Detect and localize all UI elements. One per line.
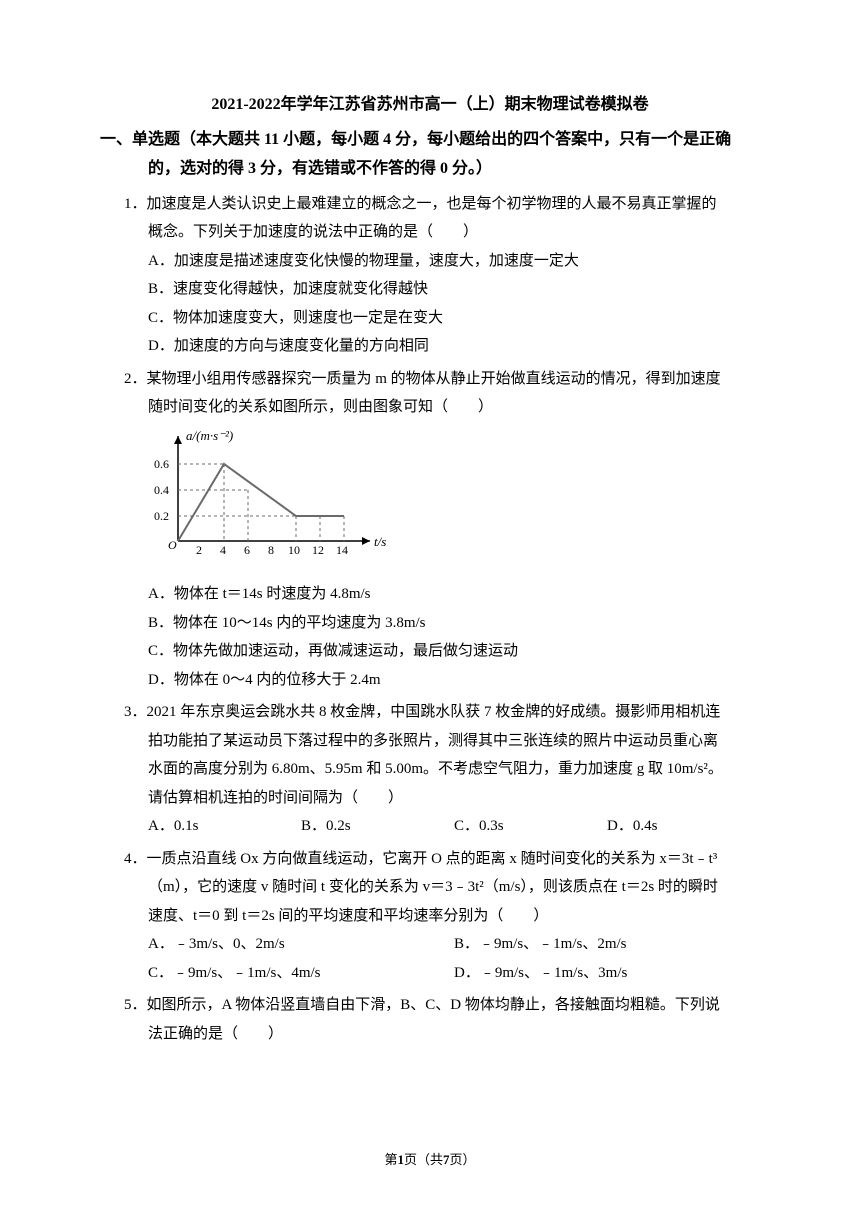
section-header: 一、单选题（本大题共 11 小题，每小题 4 分，每小题给出的四个答案中，只有一… [100,126,760,184]
q2-option-a: A．物体在 t＝14s 时速度为 4.8m/s [100,580,760,609]
y-tick: 0.6 [154,457,169,471]
q1-stem-line: 1．加速度是人类认识史上最难建立的概念之一，也是每个初学物理的人最不易真正掌握的 [100,190,760,219]
x-tick: 6 [244,543,250,557]
section-line1: 一、单选题（本大题共 11 小题，每小题 4 分，每小题给出的四个答案中，只有一… [100,126,760,155]
y-tick: 0.2 [154,509,169,523]
y-axis-label: a/(m·s⁻²) [186,428,233,443]
q1-stem-line: 概念。下列关于加速度的说法中正确的是（ ） [100,218,760,247]
q1-option-d: D．加速度的方向与速度变化量的方向相同 [100,332,760,361]
q4-option-d: D．﹣9m/s、﹣1m/s、3m/s [454,959,760,988]
q3-stem-line: 3．2021 年东京奥运会跳水共 8 枚金牌，中国跳水队获 7 枚金牌的好成绩。… [100,698,760,727]
q3-options: A．0.1s B．0.2s C．0.3s D．0.4s [100,812,760,841]
x-tick: 10 [288,543,300,557]
footer-suffix: 页） [450,1152,476,1167]
q3-option-c: C．0.3s [454,812,607,841]
q4-option-c: C．﹣9m/s、﹣1m/s、4m/s [148,959,454,988]
exam-title: 2021-2022年学年江苏省苏州市高一（上）期末物理试卷模拟卷 [100,90,760,114]
x-tick: 8 [268,543,274,557]
q4-options-row2: C．﹣9m/s、﹣1m/s、4m/s D．﹣9m/s、﹣1m/s、3m/s [100,959,760,988]
q1-option-c: C．物体加速度变大，则速度也一定是在变大 [100,304,760,333]
section-line2: 的，选对的得 3 分，有选错或不作答的得 0 分。） [100,155,760,184]
q3-option-d: D．0.4s [607,812,760,841]
q4-option-b: B．﹣9m/s、﹣1m/s、2m/s [454,930,760,959]
q5-stem-line: 5．如图所示，A 物体沿竖直墙自由下滑，B、C、D 物体均静止，各接触面均粗糙。… [100,991,760,1020]
q2-option-d: D．物体在 0～4 内的位移大于 2.4m [100,666,760,695]
q3-option-a: A．0.1s [148,812,301,841]
q4-stem-line: 4．一质点沿直线 Ox 方向做直线运动，它离开 O 点的距离 x 随时间变化的关… [100,845,760,874]
q1-option-a: A．加速度是描述速度变化快慢的物理量，速度大，加速度一定大 [100,247,760,276]
x-tick: 14 [336,543,348,557]
x-tick: 4 [220,543,226,557]
q2-option-c: C．物体先做加速运动，再做减速运动，最后做匀速运动 [100,637,760,666]
q4-stem-line: （m），它的速度 v 随时间 t 变化的关系为 v＝3﹣3t²（m/s），则该质… [100,873,760,902]
q2-stem-line: 随时间变化的关系如图所示，则由图象可知（ ） [100,393,760,422]
q2-stem-line: 2．某物理小组用传感器探究一质量为 m 的物体从静止开始做直线运动的情况，得到加… [100,365,760,394]
q3-stem-line: 请估算相机连拍的时间间隔为（ ） [100,784,760,813]
question-3: 3．2021 年东京奥运会跳水共 8 枚金牌，中国跳水队获 7 枚金牌的好成绩。… [100,698,760,841]
q3-stem-line: 拍功能拍了某运动员下落过程中的多张照片，测得其中三张连续的照片中运动员重心离 [100,727,760,756]
page-footer: 第1页（共7页） [0,1149,860,1168]
question-4: 4．一质点沿直线 Ox 方向做直线运动，它离开 O 点的距离 x 随时间变化的关… [100,845,760,988]
q2-option-b: B．物体在 10～14s 内的平均速度为 3.8m/s [100,609,760,638]
footer-middle: 页（共 [404,1152,443,1167]
y-tick: 0.4 [154,483,169,497]
q3-stem-line: 水面的高度分别为 6.80m、5.95m 和 5.00m。不考虑空气阻力，重力加… [100,755,760,784]
question-2: 2．某物理小组用传感器探究一质量为 m 的物体从静止开始做直线运动的情况，得到加… [100,365,760,695]
footer-prefix: 第 [384,1152,397,1167]
question-1: 1．加速度是人类认识史上最难建立的概念之一，也是每个初学物理的人最不易真正掌握的… [100,190,760,361]
x-tick: 12 [312,543,324,557]
q2-graph: a/(m·s⁻²) t/s O 0.6 0.4 0.2 2 4 6 8 10 1… [148,426,760,577]
q4-stem-line: 速度、t＝0 到 t＝2s 间的平均速度和平均速率分别为（ ） [100,902,760,931]
q4-options-row1: A．﹣3m/s、0、2m/s B．﹣9m/s、﹣1m/s、2m/s [100,930,760,959]
q1-option-b: B．速度变化得越快，加速度就变化得越快 [100,275,760,304]
question-5: 5．如图所示，A 物体沿竖直墙自由下滑，B、C、D 物体均静止，各接触面均粗糙。… [100,991,760,1048]
q3-option-b: B．0.2s [301,812,454,841]
origin-label: O [168,538,177,552]
x-tick: 2 [196,543,202,557]
q5-stem-line: 法正确的是（ ） [100,1020,760,1049]
q4-option-a: A．﹣3m/s、0、2m/s [148,930,454,959]
x-axis-label: t/s [374,534,386,549]
